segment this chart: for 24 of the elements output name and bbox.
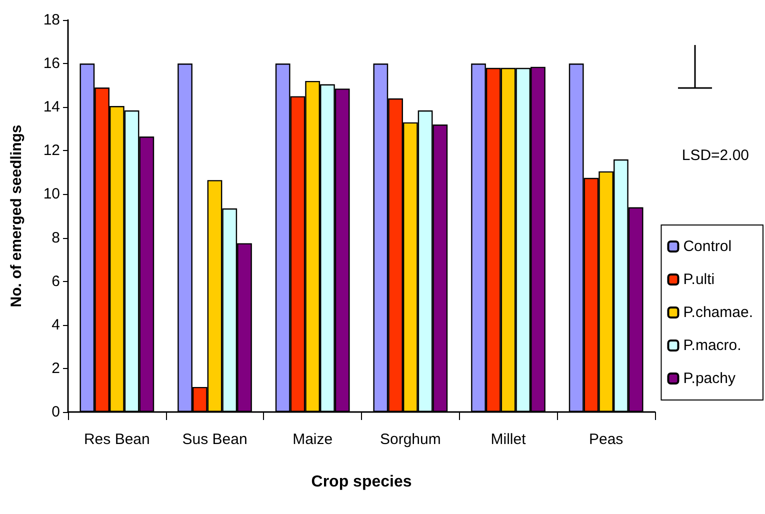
- x-tick-label: Maize: [292, 431, 333, 448]
- y-tick-label: 10: [43, 186, 60, 203]
- y-tick-label: 2: [52, 360, 60, 377]
- legend-label: P.pachy: [683, 370, 736, 387]
- y-axis-title: No. of emerged seedlings: [8, 124, 25, 308]
- legend-label: P.macro.: [683, 337, 742, 354]
- legend-label: P.ulti: [683, 271, 715, 288]
- legend-label: P.chamae.: [683, 304, 754, 321]
- x-tick-label: Peas: [588, 431, 624, 448]
- y-tick-label: 18: [43, 12, 60, 28]
- x-tick-label: Millet: [490, 431, 527, 448]
- x-tick-label: Sus Bean: [182, 431, 248, 448]
- y-tick-label: 6: [52, 272, 60, 290]
- x-axis-title: Crop species: [311, 474, 412, 490]
- text: LSD=2.00: [682, 147, 750, 164]
- x-tick-label: Res Bean: [84, 431, 150, 448]
- y-tick-label: 8: [52, 229, 60, 246]
- y-tick-label: 14: [43, 98, 60, 116]
- y-tick-label: 4: [52, 316, 60, 334]
- x-tick-label: Sorghum: [380, 431, 441, 448]
- y-tick-label: 0: [52, 404, 60, 420]
- legend-label: Control: [683, 238, 732, 255]
- y-tick-label: 12: [43, 142, 60, 160]
- y-tick-label: 16: [43, 55, 60, 72]
